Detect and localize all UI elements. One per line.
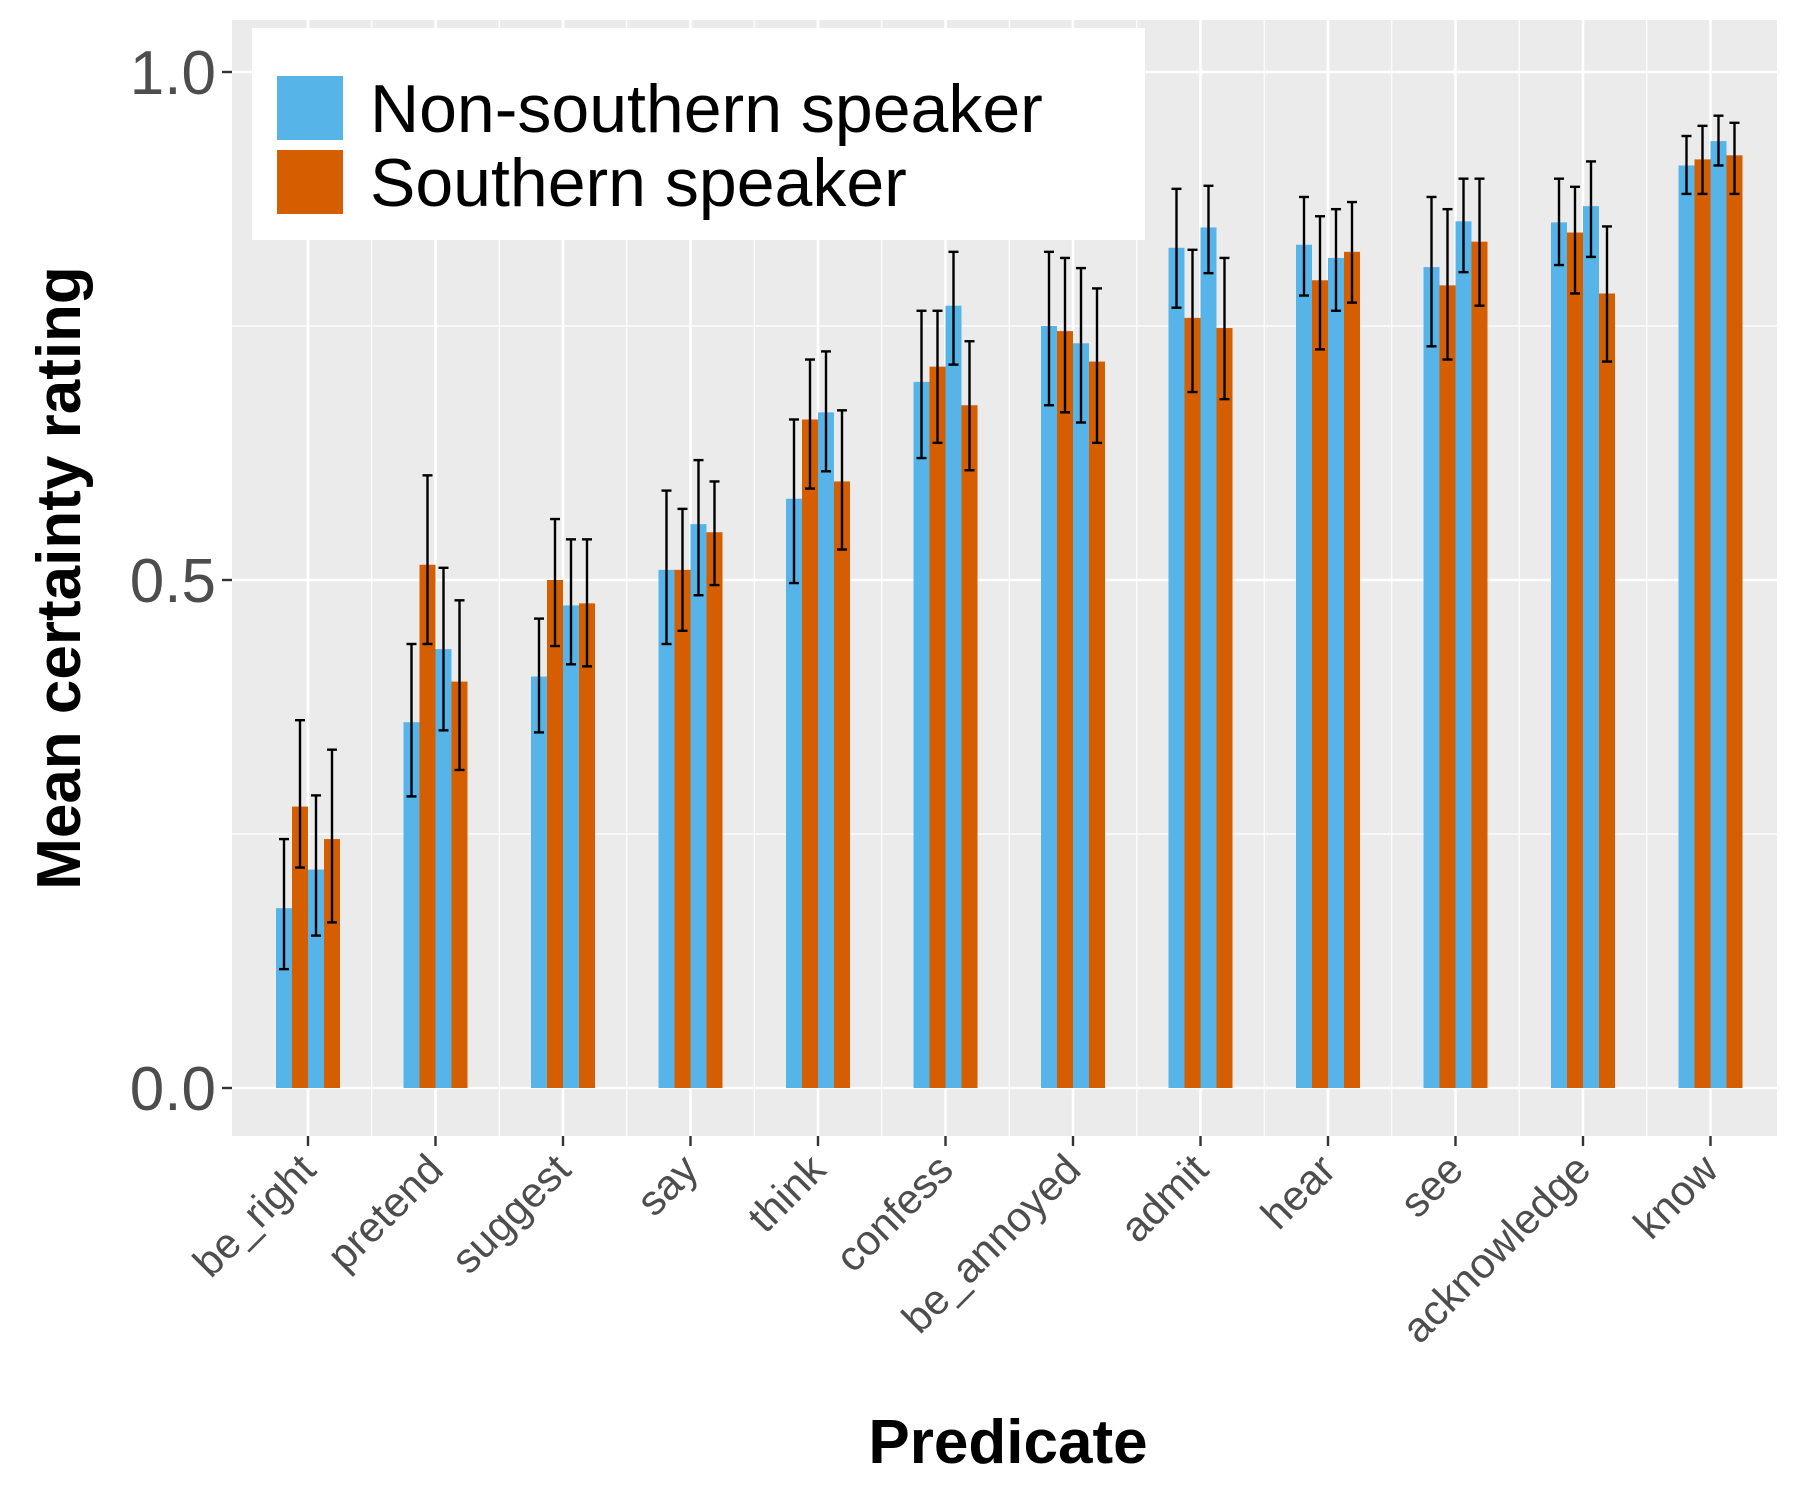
bar-suggest-3 [563, 605, 579, 1088]
x-tick-label-hear: hear [1252, 1145, 1345, 1238]
bar-see-2 [1439, 285, 1456, 1088]
bar-say-2 [674, 569, 691, 1088]
x-tick-label-know: know [1624, 1145, 1727, 1248]
bar-see-3 [1455, 221, 1472, 1089]
legend-label-2: Southern speaker [370, 145, 907, 221]
bar-suggest-1 [531, 676, 547, 1088]
bar-confess-1 [913, 381, 930, 1088]
bars [276, 141, 1743, 1089]
bar-admit-1 [1168, 247, 1185, 1088]
bar-admit-2 [1184, 317, 1201, 1088]
bar-say-4 [706, 532, 723, 1088]
x-tick-label-see: see [1391, 1145, 1472, 1226]
bar-confess-3 [945, 305, 962, 1088]
bar-acknowledge-3 [1583, 206, 1599, 1088]
bar-know-1 [1678, 165, 1695, 1089]
bar-acknowledge-2 [1567, 232, 1583, 1088]
bar-know-2 [1694, 159, 1711, 1089]
bar-be_right-4 [324, 839, 340, 1088]
bar-say-1 [658, 569, 675, 1088]
bar-hear-3 [1328, 257, 1344, 1089]
bar-say-3 [690, 524, 707, 1088]
error-bars [279, 114, 1740, 971]
bar-acknowledge-4 [1599, 293, 1615, 1088]
bar-be_annoyed-1 [1041, 326, 1057, 1088]
bar-be_annoyed-2 [1057, 331, 1073, 1089]
bar-be_right-1 [276, 908, 292, 1088]
y-axis-title: Mean certainty rating [25, 266, 94, 890]
bar-be_right-3 [308, 869, 324, 1088]
bar-know-4 [1726, 155, 1743, 1088]
bar-hear-1 [1296, 244, 1312, 1089]
x-axis-title: Predicate [868, 1408, 1147, 1477]
legend-key-2 [277, 150, 343, 214]
bar-hear-2 [1312, 280, 1328, 1088]
bar-know-3 [1710, 141, 1727, 1088]
x-tick-label-say: say [627, 1145, 706, 1224]
bar-be_annoyed-3 [1073, 343, 1089, 1089]
bar-be_right-2 [292, 806, 308, 1088]
bar-admit-4 [1216, 328, 1233, 1089]
x-tick-label-pretend: pretend [318, 1145, 452, 1279]
bar-confess-2 [929, 366, 946, 1088]
y-tick-label: 0.5 [130, 547, 216, 616]
bar-think-3 [818, 412, 834, 1088]
x-tick-label-be_right: be_right [184, 1145, 325, 1286]
bar-be_annoyed-4 [1089, 361, 1105, 1088]
y-axis: 0.0 0.5 1.0 [130, 39, 232, 1124]
bar-suggest-2 [547, 580, 563, 1088]
bar-suggest-4 [579, 603, 595, 1088]
bar-pretend-1 [403, 722, 420, 1088]
bar-pretend-2 [419, 564, 436, 1088]
bar-hear-4 [1344, 251, 1360, 1088]
x-tick-label-think: think [738, 1144, 835, 1241]
bar-pretend-4 [451, 681, 468, 1088]
legend-background [252, 28, 1145, 240]
y-tick-label: 0.0 [130, 1055, 216, 1124]
bar-think-1 [786, 498, 802, 1089]
legend-label-1: Non-southern speaker [370, 71, 1043, 147]
bar-see-4 [1471, 241, 1488, 1088]
x-tick-label-admit: admit [1111, 1145, 1217, 1251]
bar-admit-3 [1200, 227, 1217, 1088]
x-tick-label-suggest: suggest [442, 1145, 579, 1282]
bar-think-2 [802, 419, 818, 1088]
bar-pretend-3 [435, 649, 452, 1088]
bar-confess-4 [961, 405, 978, 1088]
bar-see-1 [1423, 267, 1440, 1088]
bar-acknowledge-1 [1551, 222, 1567, 1089]
legend-key-1 [277, 76, 343, 140]
y-tick-label: 1.0 [130, 39, 216, 108]
bar-think-4 [834, 481, 850, 1088]
